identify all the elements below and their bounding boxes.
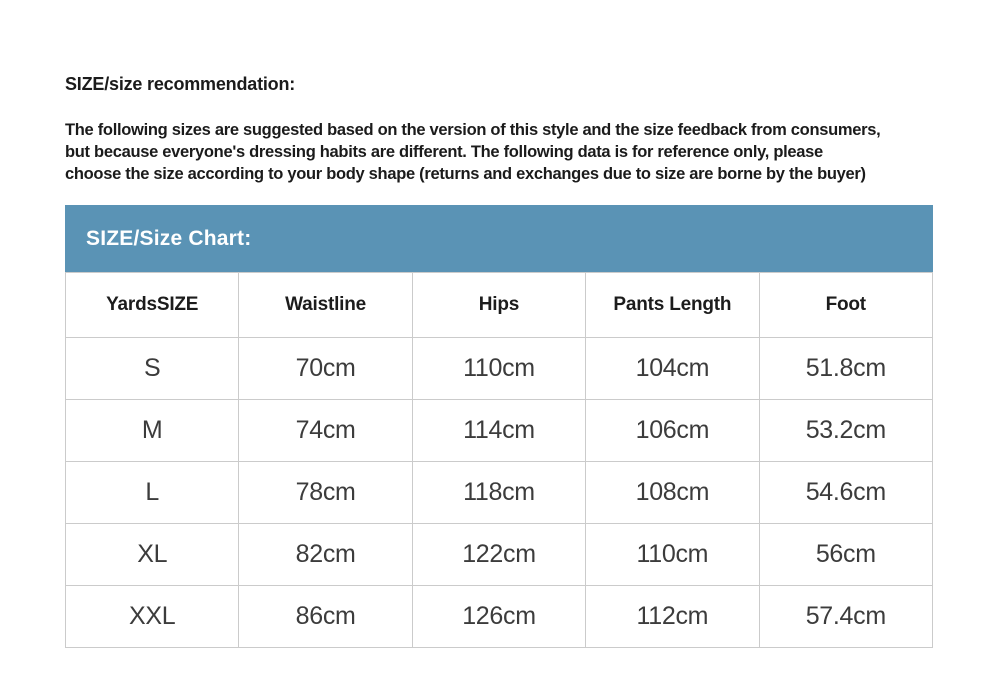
cell-foot: 51.8cm [758, 337, 934, 400]
cell-waistline: 74cm [238, 399, 413, 462]
table-row-s: S 70cm 110cm 104cm 51.8cm [64, 337, 934, 400]
size-chart-banner-title: SIZE/Size Chart: [65, 205, 933, 272]
cell-waistline: 70cm [238, 337, 413, 400]
column-header-row: YardsSIZE Waistline Hips Pants Length Fo… [64, 272, 934, 338]
cell-foot: 56cm [758, 523, 934, 586]
cell-waistline: 82cm [238, 523, 413, 586]
cell-hips: 118cm [411, 461, 587, 524]
table-row-m: M 74cm 114cm 106cm 53.2cm [64, 399, 934, 462]
size-chart: SIZE/Size Chart: YardsSIZE Waistline Hip… [64, 205, 934, 648]
column-header-hips: Hips [411, 272, 587, 338]
cell-hips: 114cm [411, 399, 587, 462]
cell-pants-length: 104cm [585, 337, 760, 400]
table-row-xl: XL 82cm 122cm 110cm 56cm [64, 523, 934, 586]
cell-waistline: 86cm [238, 585, 413, 648]
cell-size: S [64, 337, 240, 400]
table-row-l: L 78cm 118cm 108cm 54.6cm [64, 461, 934, 524]
cell-foot: 54.6cm [758, 461, 934, 524]
cell-size: L [64, 461, 240, 524]
cell-size: M [64, 399, 240, 462]
disclaimer-line-3: choose the size according to your body s… [65, 165, 866, 183]
cell-hips: 122cm [411, 523, 587, 586]
column-header-pants-length: Pants Length [585, 272, 760, 338]
column-header-foot: Foot [758, 272, 934, 338]
size-chart-table: YardsSIZE Waistline Hips Pants Length Fo… [64, 272, 934, 648]
disclaimer-line-1: The following sizes are suggested based … [65, 121, 881, 139]
cell-foot: 57.4cm [758, 585, 934, 648]
cell-foot: 53.2cm [758, 399, 934, 462]
cell-pants-length: 108cm [585, 461, 760, 524]
column-header-size: YardsSIZE [64, 272, 240, 338]
page-title: SIZE/size recommendation: [65, 74, 296, 94]
cell-hips: 126cm [411, 585, 587, 648]
disclaimer-line-2: but because everyone's dressing habits a… [65, 143, 823, 161]
cell-pants-length: 112cm [585, 585, 760, 648]
cell-waistline: 78cm [238, 461, 413, 524]
size-disclaimer: The following sizes are suggested based … [65, 119, 881, 185]
table-row-xxl: XXL 86cm 126cm 112cm 57.4cm [64, 585, 934, 648]
column-header-waistline: Waistline [238, 272, 413, 338]
cell-pants-length: 110cm [585, 523, 760, 586]
cell-hips: 110cm [411, 337, 587, 400]
cell-size: XL [64, 523, 240, 586]
cell-size: XXL [64, 585, 240, 648]
cell-pants-length: 106cm [585, 399, 760, 462]
